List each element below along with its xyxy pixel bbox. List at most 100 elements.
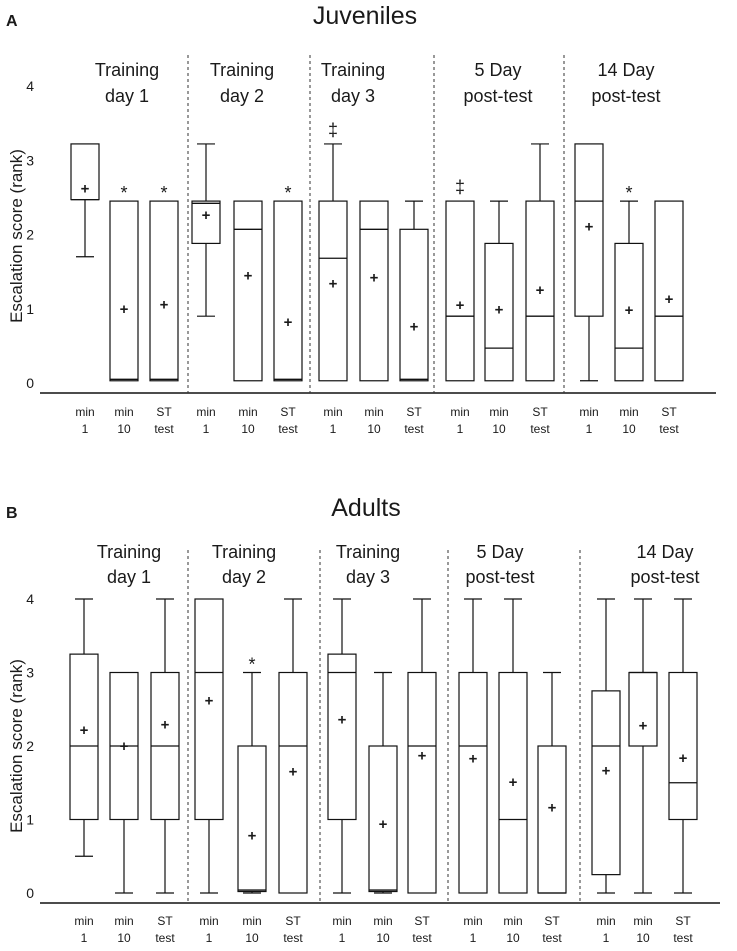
panel-a-label: A — [6, 13, 18, 30]
panel-b-x-tick-label: ST — [285, 914, 301, 928]
panel-a-box — [399, 228, 429, 382]
panel-b-box — [458, 671, 488, 894]
panel-b-x-tick-label: min — [373, 914, 392, 928]
panel-a-mean-marker: + — [410, 319, 419, 336]
panel-a-x-tick-label: ST — [280, 405, 296, 419]
panel-a-box — [149, 200, 179, 382]
panel-b-box — [278, 671, 308, 894]
panel-b-mean-marker: + — [679, 750, 688, 767]
panel-a-mean-marker: + — [329, 276, 338, 293]
panel-a-mean-marker: + — [81, 180, 90, 197]
panel-b-x-tick-label: test — [412, 931, 432, 945]
panel-b-mean-marker: + — [469, 750, 478, 767]
panel-a-mean-marker: + — [160, 296, 169, 313]
panel-a-x-tick-label: min — [450, 405, 469, 419]
panel-b-mean-marker: + — [379, 816, 388, 833]
panel-a-x-tick-label: test — [404, 422, 424, 436]
panel-a-significance-marker: * — [160, 183, 167, 203]
panel-a-group-label: 5 Day — [474, 60, 521, 80]
panel-b-group-label: Training — [336, 542, 400, 562]
panel-b-x-tick-label: 10 — [636, 931, 650, 945]
panel-a-group-label: day 3 — [331, 86, 375, 106]
panel-a-x-tick-label: min — [489, 405, 508, 419]
panel-a-x-tick-label: test — [659, 422, 679, 436]
panel-b-x-tick-label: 1 — [470, 931, 477, 945]
panel-b-mean-marker: + — [639, 717, 648, 734]
panel-a-x-tick-label: 1 — [457, 422, 464, 436]
panel-b-box — [368, 745, 398, 893]
panel-a-mean-marker: + — [244, 267, 253, 284]
panel-a-mean-marker: + — [120, 301, 129, 318]
panel-a-significance-marker: ‡ — [328, 120, 338, 140]
panel-a-significance-marker: * — [625, 183, 632, 203]
panel-a-x-tick-label: ST — [532, 405, 548, 419]
panel-a-x-tick-label: min — [323, 405, 342, 419]
panel-a-x-tick-label: test — [278, 422, 298, 436]
panel-a-x-tick-label: min — [238, 405, 257, 419]
panel-a-x-tick-label: min — [114, 405, 133, 419]
panel-b-x-tick-label: min — [199, 914, 218, 928]
panel-b-x-tick-label: 10 — [245, 931, 259, 945]
panel-a-group-label: day 1 — [105, 86, 149, 106]
panel-a-mean-marker: + — [495, 301, 504, 318]
panel-b-mean-marker: + — [161, 717, 170, 734]
panel-a-x-tick-label: ST — [406, 405, 422, 419]
panel-b-x-tick-label: 1 — [603, 931, 610, 945]
panel-b-x-tick-label: min — [633, 914, 652, 928]
panel-b-mean-marker: + — [205, 692, 214, 709]
panel-a-group-label: post-test — [591, 86, 660, 106]
panel-a-x-tick-label: 10 — [492, 422, 506, 436]
panel-a-significance-marker: ‡ — [455, 177, 465, 197]
panel-a-x-tick-label: 1 — [203, 422, 210, 436]
panel-a-group-label: Training — [210, 60, 274, 80]
panel-a-y-tick-label: 1 — [26, 301, 34, 317]
panel-b-y-tick-label: 3 — [26, 665, 34, 681]
panel-b-mean-marker: + — [80, 722, 89, 739]
panel-a-box — [233, 200, 263, 382]
panel-a-x-tick-label: min — [75, 405, 94, 419]
panel-b-group-label: 5 Day — [476, 542, 523, 562]
panel-b-x-tick-label: 1 — [206, 931, 213, 945]
panel-a-x-tick-label: 1 — [330, 422, 337, 436]
panel-b-title: Adults — [331, 494, 400, 522]
panel-a-group-label: 14 Day — [597, 60, 654, 80]
panel-a-box — [191, 200, 221, 245]
panel-b-label: B — [6, 505, 18, 522]
panel-a-box — [109, 200, 139, 382]
panel-b-y-axis-label: Escalation score (rank) — [7, 659, 26, 833]
panel-b-x-tick-label: ST — [157, 914, 173, 928]
panel-b-mean-marker: + — [509, 774, 518, 791]
panel-a-y-axis-label: Escalation score (rank) — [7, 149, 26, 323]
panel-a-box — [484, 242, 514, 382]
panel-a-x-tick-label: min — [196, 405, 215, 419]
panel-a-title: Juveniles — [313, 2, 417, 30]
panel-a-y-tick-label: 3 — [26, 152, 34, 168]
panel-b-mean-marker: + — [338, 712, 347, 729]
panel-b-box — [668, 671, 698, 821]
panel-b-x-tick-label: test — [542, 931, 562, 945]
panel-a-x-tick-label: 10 — [117, 422, 131, 436]
panel-b-x-tick-label: min — [74, 914, 93, 928]
panel-b-significance-marker: * — [248, 655, 255, 675]
panel-a-box — [525, 200, 555, 382]
panel-b-box — [237, 745, 267, 893]
panel-b-group-label: post-test — [630, 567, 699, 587]
panel-a-x-tick-label: ST — [661, 405, 677, 419]
panel-a-box — [359, 200, 389, 382]
panel-b-mean-marker: + — [602, 762, 611, 779]
panel-a-box — [654, 200, 684, 382]
panel-b-x-tick-label: 10 — [376, 931, 390, 945]
panel-a-group-label: Training — [321, 60, 385, 80]
panel-a-y-tick-label: 4 — [26, 78, 34, 94]
panel-a-x-tick-label: 1 — [82, 422, 89, 436]
panel-b-box — [407, 671, 437, 894]
panel-b-x-tick-label: 1 — [81, 931, 88, 945]
panel-a-group-label: Training — [95, 60, 159, 80]
panel-b-x-tick-label: ST — [675, 914, 691, 928]
panel-a-box — [445, 200, 475, 382]
panel-b-mean-marker: + — [120, 738, 129, 755]
panel-b-x-tick-label: test — [673, 931, 693, 945]
panel-a-mean-marker: + — [585, 218, 594, 235]
panel-a-x-tick-label: 10 — [367, 422, 381, 436]
